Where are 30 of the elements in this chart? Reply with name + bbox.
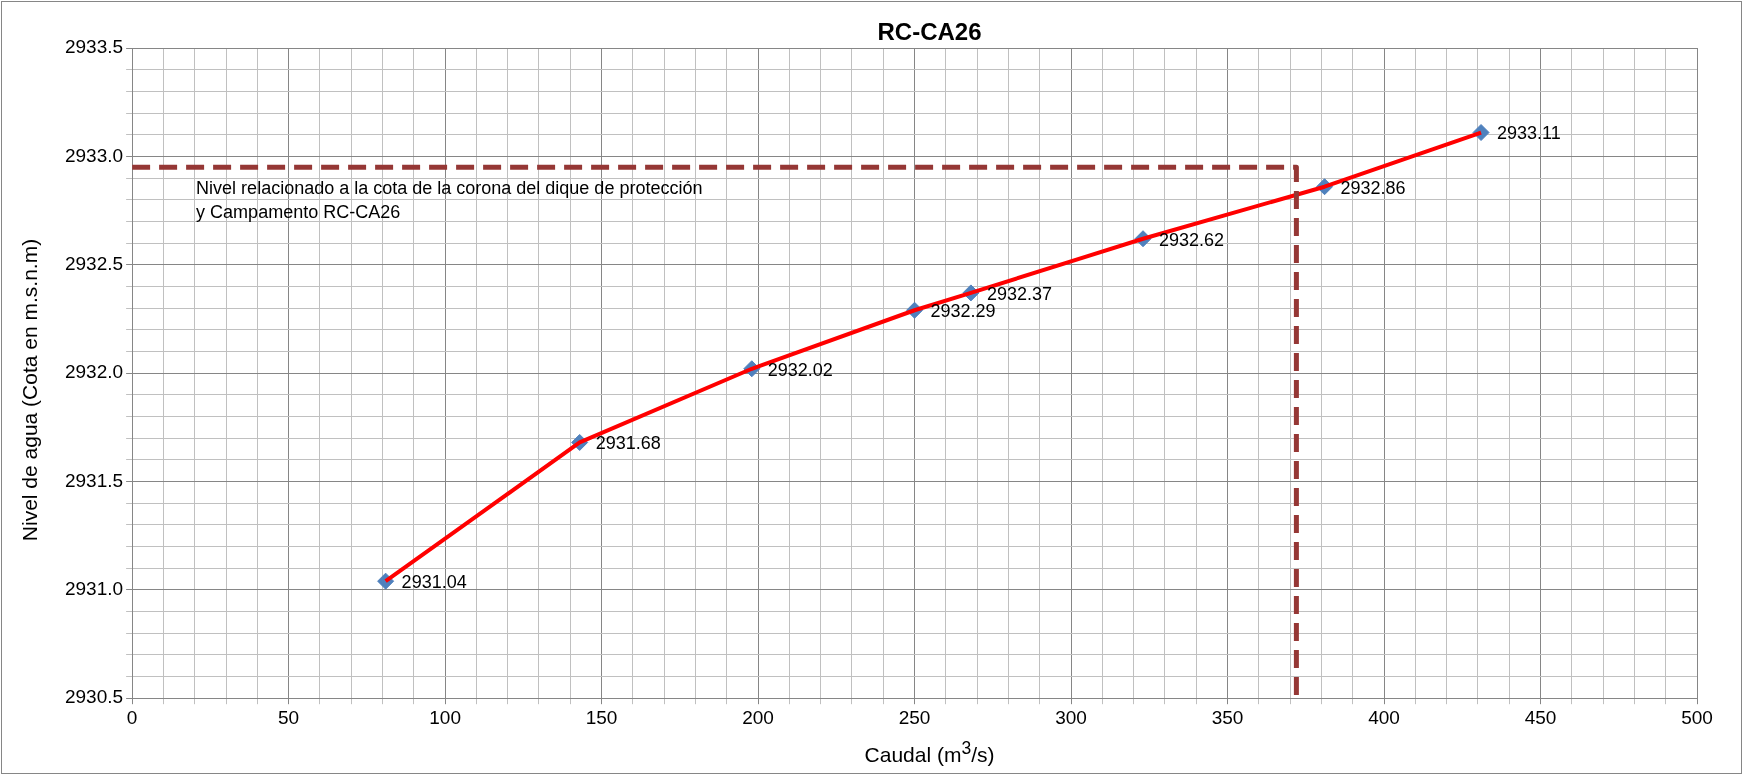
x-tick-label: 400 [1368, 706, 1400, 728]
data-label: 2933.11 [1497, 123, 1561, 144]
y-tick-label: 2932.0 [64, 361, 124, 383]
annotation: Nivel relacionado a la cota de la corona del dique de protección y Campamento RC-CA26 [196, 177, 703, 222]
x-tick-label: 350 [1211, 706, 1244, 728]
y-tick-label: 2933.0 [64, 144, 124, 166]
x-tick-label: 200 [742, 706, 774, 728]
x-tick-label: 300 [1055, 706, 1087, 728]
y-tick-label: 2932.5 [64, 252, 124, 274]
data-label: 2932.02 [767, 359, 833, 380]
y-tick-label: 2931.0 [64, 578, 124, 600]
data-label: 2932.62 [1159, 229, 1225, 250]
y-axis-title: Nivel de agua (Cota en m.s.n.m) [18, 237, 42, 544]
chart-title: RC-CA26 [876, 18, 983, 46]
x-tick-label: 100 [429, 706, 461, 728]
data-label: 2931.04 [401, 572, 467, 593]
data-label: 2931.68 [595, 433, 661, 454]
x-tick-label: 500 [1681, 706, 1713, 728]
x-tick-label: 150 [585, 706, 618, 728]
y-tick-label: 2931.5 [64, 469, 124, 491]
data-label: 2932.37 [986, 283, 1052, 304]
x-axis-title: Caudal (m$^{3}$/s) [863, 738, 996, 767]
x-tick-label: 450 [1524, 706, 1557, 728]
x-tick-label: 250 [898, 706, 931, 728]
x-tick-label: 0 [126, 706, 138, 728]
data-label: 2932.29 [930, 301, 996, 322]
y-tick-label: 2933.5 [64, 36, 124, 58]
y-tick-label: 2930.5 [64, 686, 124, 708]
x-tick-label: 50 [278, 706, 300, 728]
data-label: 2932.86 [1340, 177, 1406, 198]
